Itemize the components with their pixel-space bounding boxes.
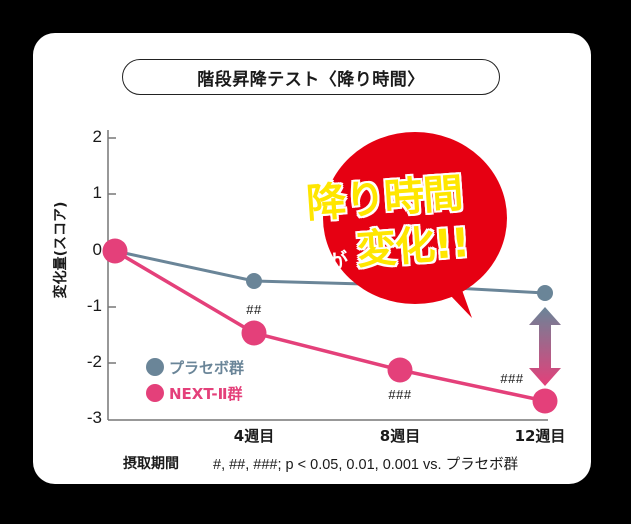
x-tick: 4週目 xyxy=(233,427,275,445)
data-point xyxy=(246,273,262,289)
x-tick: 12週目 xyxy=(514,427,566,445)
data-point xyxy=(102,238,128,264)
series-next xyxy=(102,238,558,414)
significance-marker: ### xyxy=(388,387,412,402)
y-tick: -3 xyxy=(86,408,102,427)
footnote: #, ##, ###; p < 0.05, 0.01, 0.001 vs. プラ… xyxy=(213,457,519,473)
significance-marker: ### xyxy=(500,371,524,386)
y-axis-label: 変化量(スコア) xyxy=(53,201,69,299)
legend-item-placebo: プラセボ群 xyxy=(146,354,244,380)
data-point xyxy=(387,357,413,383)
x-tick: 8週目 xyxy=(379,427,421,445)
significance-marker: ## xyxy=(246,302,262,317)
y-tick: 2 xyxy=(92,127,102,146)
y-tick: 0 xyxy=(92,240,102,259)
data-point xyxy=(532,388,558,414)
speech-bubble xyxy=(323,132,507,318)
chart-title: 階段昇降テスト〈降り時間〉 xyxy=(122,59,500,95)
circle-icon xyxy=(146,358,164,376)
y-tick: -2 xyxy=(86,352,102,371)
callout-line2: 変化!! xyxy=(354,220,471,274)
data-point xyxy=(241,320,267,346)
legend-label: NEXT-Ⅱ群 xyxy=(169,384,243,403)
series-placebo xyxy=(114,249,553,301)
legend: プラセボ群 NEXT-Ⅱ群 xyxy=(146,354,244,406)
x-axis-label: 摂取期間 xyxy=(123,456,179,472)
y-tick: 1 xyxy=(92,183,102,202)
difference-arrow-icon xyxy=(529,307,561,386)
data-point xyxy=(537,285,553,301)
legend-label: プラセボ群 xyxy=(169,358,245,377)
legend-item-next: NEXT-Ⅱ群 xyxy=(146,380,244,406)
y-tick: -1 xyxy=(86,296,102,315)
circle-icon xyxy=(146,384,164,402)
